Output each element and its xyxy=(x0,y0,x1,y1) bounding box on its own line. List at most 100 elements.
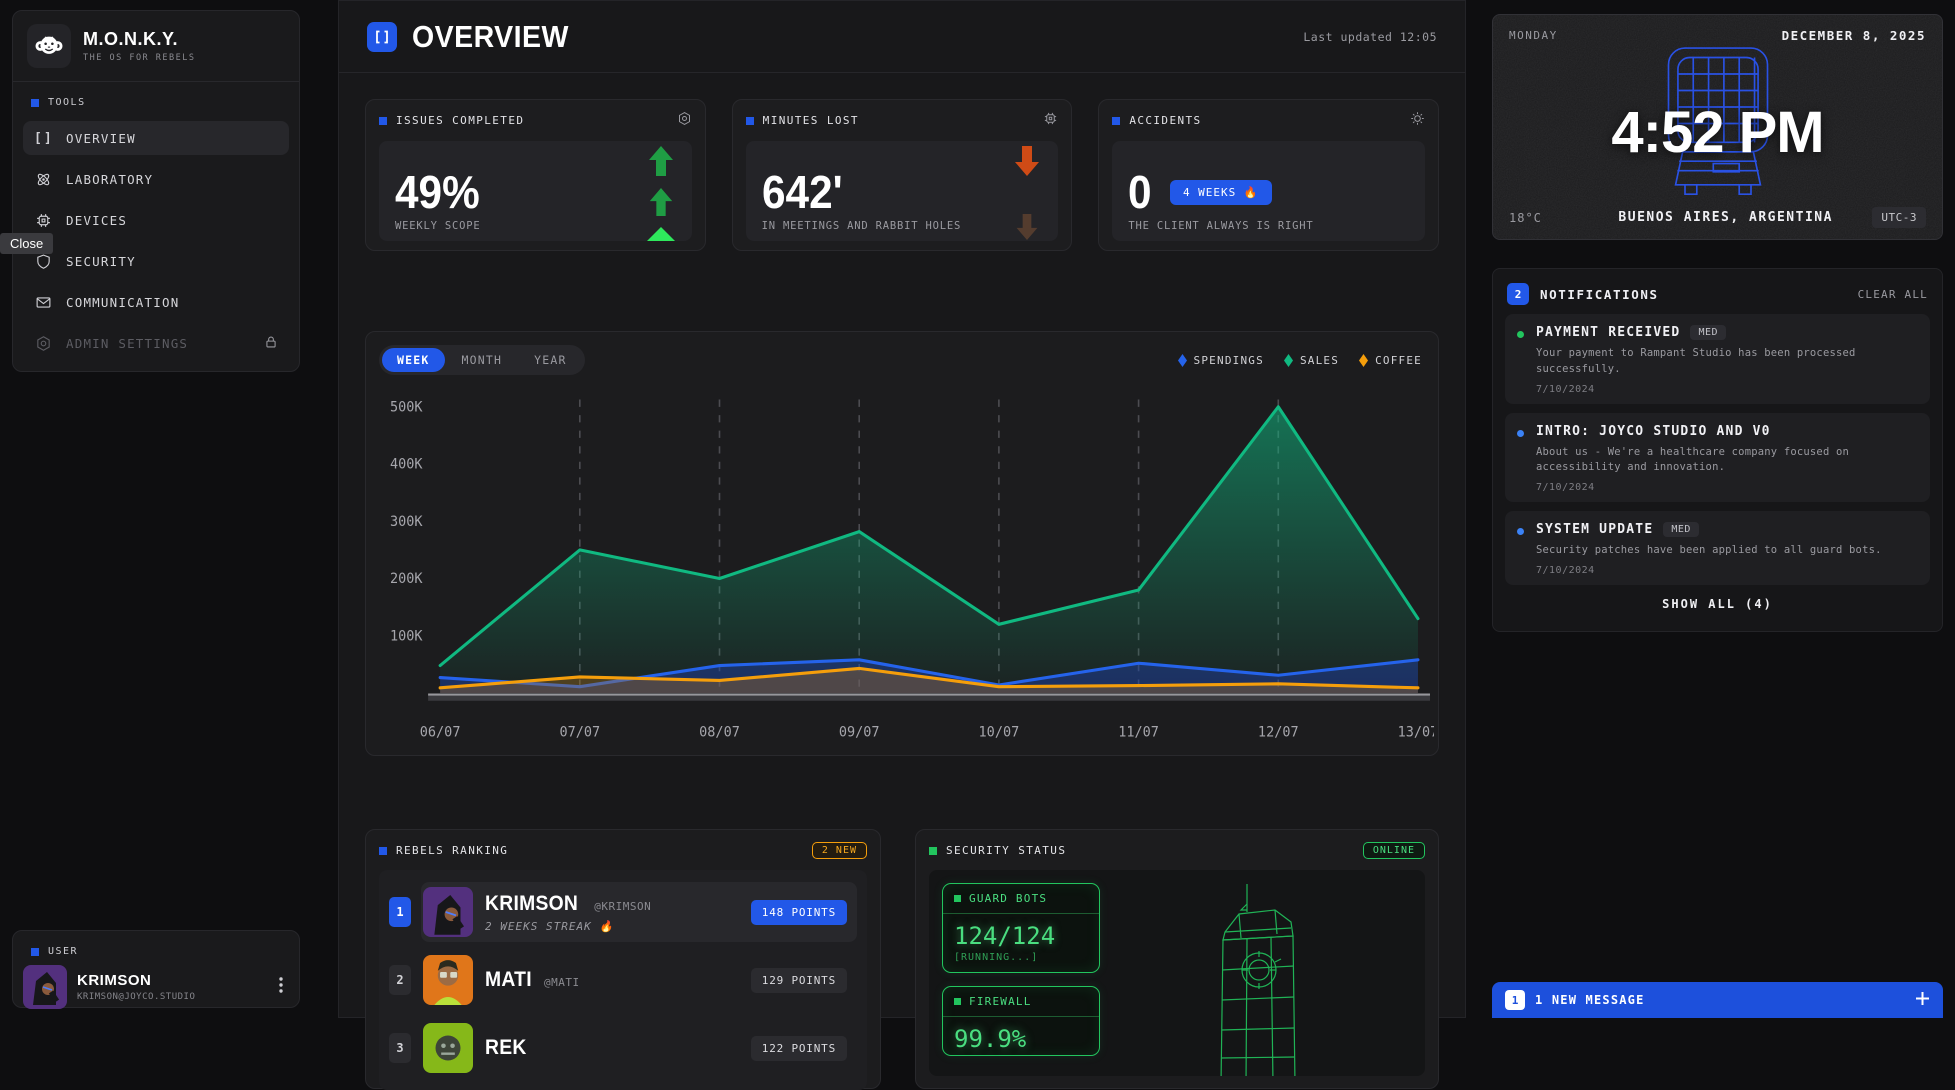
overview-brackets-icon xyxy=(367,21,397,52)
svg-text:100K: 100K xyxy=(390,628,423,644)
svg-text:400K: 400K xyxy=(390,457,423,473)
monkey-logo-icon xyxy=(27,24,71,68)
trend-up-arrows-icon xyxy=(640,145,682,241)
avatar-rek xyxy=(423,1023,473,1073)
notifications-count-badge: 2 xyxy=(1507,283,1529,305)
diamond-icon xyxy=(1177,353,1187,367)
svg-text:12/07: 12/07 xyxy=(1258,724,1299,740)
ranking-row-3[interactable]: 3 REK 122 POI xyxy=(387,1014,859,1082)
streak-badge: 4 WEEKS 🔥 xyxy=(1169,179,1272,205)
stat-caption: THE CLIENT ALWAYS IS RIGHT xyxy=(1128,220,1314,232)
clock-card: MONDAY DECEMBER 8, 2025 4:52 PM 18°C BUE… xyxy=(1492,14,1943,240)
tools-section-label: TOOLS xyxy=(13,82,299,114)
rebels-ranking-panel: REBELS RANKING 2 NEW 1 xyxy=(365,829,881,1090)
rebel-handle: @KRIMSON xyxy=(594,899,652,913)
stat-caption: IN MEETINGS AND RABBIT HOLES xyxy=(761,220,962,232)
page-title: OVERVIEW xyxy=(412,18,569,54)
user-avatar xyxy=(23,965,67,1009)
area-chart: 100K 200K 300K 400K 500K 06/07 07/07 08/07 09/07… xyxy=(376,384,1438,749)
plus-icon[interactable] xyxy=(1915,991,1930,1010)
tab-year[interactable]: YEAR xyxy=(534,353,567,367)
clock-day: MONDAY xyxy=(1509,29,1558,42)
chip-icon xyxy=(34,211,52,229)
sidebar-item-admin-settings[interactable]: ADMIN SETTINGS xyxy=(23,326,289,360)
brackets-icon: [] xyxy=(34,130,54,146)
ranking-list: 1 KRIMSON @KRIMSON xyxy=(379,870,867,1090)
app-title: M.O.N.K.Y. xyxy=(83,29,179,49)
firewall-value: 99.9% xyxy=(954,1025,1027,1053)
message-count-badge: 1 xyxy=(1505,990,1525,1010)
notification-intro[interactable]: INTRO: JOYCO STUDIO AND V0 About us - We… xyxy=(1505,412,1930,502)
hex-nut-icon xyxy=(677,111,692,130)
logo-row: M.O.N.K.Y. THE OS FOR REBELS xyxy=(13,11,299,82)
user-menu-kebab-icon[interactable] xyxy=(275,973,287,1001)
stat-title: ACCIDENTS xyxy=(1129,114,1202,127)
tab-week[interactable]: WEEK xyxy=(382,348,445,372)
ranking-row-1[interactable]: 1 KRIMSON @KRIMSON xyxy=(387,878,859,946)
new-count-badge: 2 NEW xyxy=(811,842,867,859)
rank-number: 1 xyxy=(389,897,411,927)
lock-icon xyxy=(264,335,278,352)
atom-icon xyxy=(34,170,52,188)
sidebar-item-overview[interactable]: [] OVERVIEW xyxy=(23,121,289,155)
chart-range-tabs: WEEK MONTH YEAR xyxy=(379,345,585,375)
green-square-icon xyxy=(954,998,961,1005)
main-content: OVERVIEW Last updated 12:05 ISSUES COMPL… xyxy=(338,0,1466,1090)
svg-text:07/07: 07/07 xyxy=(559,724,600,740)
stat-value: 49% xyxy=(395,166,480,218)
stat-cards: ISSUES COMPLETED 49% WEEKLY SCOPE xyxy=(365,99,1440,251)
firewall-box: FIREWALL 99.9% xyxy=(942,986,1100,1056)
sun-gear-icon xyxy=(1410,111,1425,130)
sidebar-item-security[interactable]: SECURITY xyxy=(23,244,289,278)
svg-text:08/07: 08/07 xyxy=(699,724,740,740)
new-message-bar[interactable]: 1 1 NEW MESSAGE xyxy=(1492,982,1943,1018)
utc-offset-badge: UTC-3 xyxy=(1872,207,1926,228)
main-header: OVERVIEW Last updated 12:05 xyxy=(339,1,1465,73)
notification-payment[interactable]: PAYMENT RECEIVED MED Your payment to Ram… xyxy=(1505,314,1930,404)
priority-badge: MED xyxy=(1663,522,1699,537)
envelope-icon xyxy=(34,293,52,311)
legend-sales[interactable]: SALES xyxy=(1283,353,1339,367)
notification-system-update[interactable]: SYSTEM UPDATE MED Security patches have … xyxy=(1505,511,1930,585)
notifications-title: NOTIFICATIONS xyxy=(1540,286,1659,302)
legend-coffee[interactable]: COFFEE xyxy=(1359,353,1422,367)
svg-text:300K: 300K xyxy=(390,514,423,530)
location: BUENOS AIRES, ARGENTINA xyxy=(1618,210,1833,225)
ranking-row-2[interactable]: 2 MATI @MATI xyxy=(387,946,859,1014)
points-badge: 148 POINTS xyxy=(750,899,847,925)
chart-legend: SPENDINGS SALES COFFEE xyxy=(1177,353,1422,367)
sidebar-item-laboratory[interactable]: LABORATORY xyxy=(23,162,289,196)
notifications-panel: 2 NOTIFICATIONS CLEAR ALL PAYMENT RECEIV… xyxy=(1492,268,1943,632)
stat-card-minutes: MINUTES LOST 642' IN MEETINGS AND RABBIT… xyxy=(731,99,1073,251)
guard-tower-wireframe-icon xyxy=(1195,878,1315,1076)
tab-month[interactable]: MONTH xyxy=(461,353,503,367)
guard-bots-value: 124/124 xyxy=(954,922,1056,950)
blue-square-icon xyxy=(379,846,387,855)
app-subtitle: THE OS FOR REBELS xyxy=(83,53,196,63)
chart-panel: WEEK MONTH YEAR SPENDINGS SALES COFFEE xyxy=(365,331,1439,756)
legend-spendings[interactable]: SPENDINGS xyxy=(1177,353,1264,367)
sidebar-item-devices[interactable]: DEVICES xyxy=(23,203,289,237)
blue-square-icon xyxy=(745,116,754,125)
green-square-icon xyxy=(929,846,937,855)
svg-text:500K: 500K xyxy=(390,399,423,415)
clear-all-button[interactable]: CLEAR ALL xyxy=(1857,287,1928,301)
online-badge: ONLINE xyxy=(1362,842,1425,859)
rebel-name: REK xyxy=(485,1036,527,1059)
bottom-panels: REBELS RANKING 2 NEW 1 xyxy=(365,829,1439,1090)
clock-date: DECEMBER 8, 2025 xyxy=(1781,28,1926,43)
stat-card-accidents: ACCIDENTS 0 4 WEEKS 🔥 THE CLIENT ALWAYS … xyxy=(1098,99,1440,251)
sidebar: M.O.N.K.Y. THE OS FOR REBELS TOOLS [] OV… xyxy=(12,10,300,372)
show-all-button[interactable]: SHOW ALL (4) xyxy=(1662,596,1773,611)
user-row[interactable]: KRIMSON KRIMSON@JOYCO.STUDIO xyxy=(13,963,299,1019)
priority-badge: MED xyxy=(1690,325,1726,340)
points-badge: 129 POINTS xyxy=(750,967,847,993)
chip-icon xyxy=(1043,111,1058,130)
blue-dot-icon xyxy=(1517,528,1524,535)
user-panel: USER KRIMSON KRIMSON@JOYCO.STUDIO xyxy=(12,930,300,1009)
security-title: SECURITY STATUS xyxy=(946,844,1067,857)
rebel-streak: 2 WEEKS STREAK 🔥 xyxy=(485,919,615,933)
green-square-icon xyxy=(954,895,961,902)
stat-title: MINUTES LOST xyxy=(762,114,859,127)
sidebar-item-communication[interactable]: COMMUNICATION xyxy=(23,285,289,319)
